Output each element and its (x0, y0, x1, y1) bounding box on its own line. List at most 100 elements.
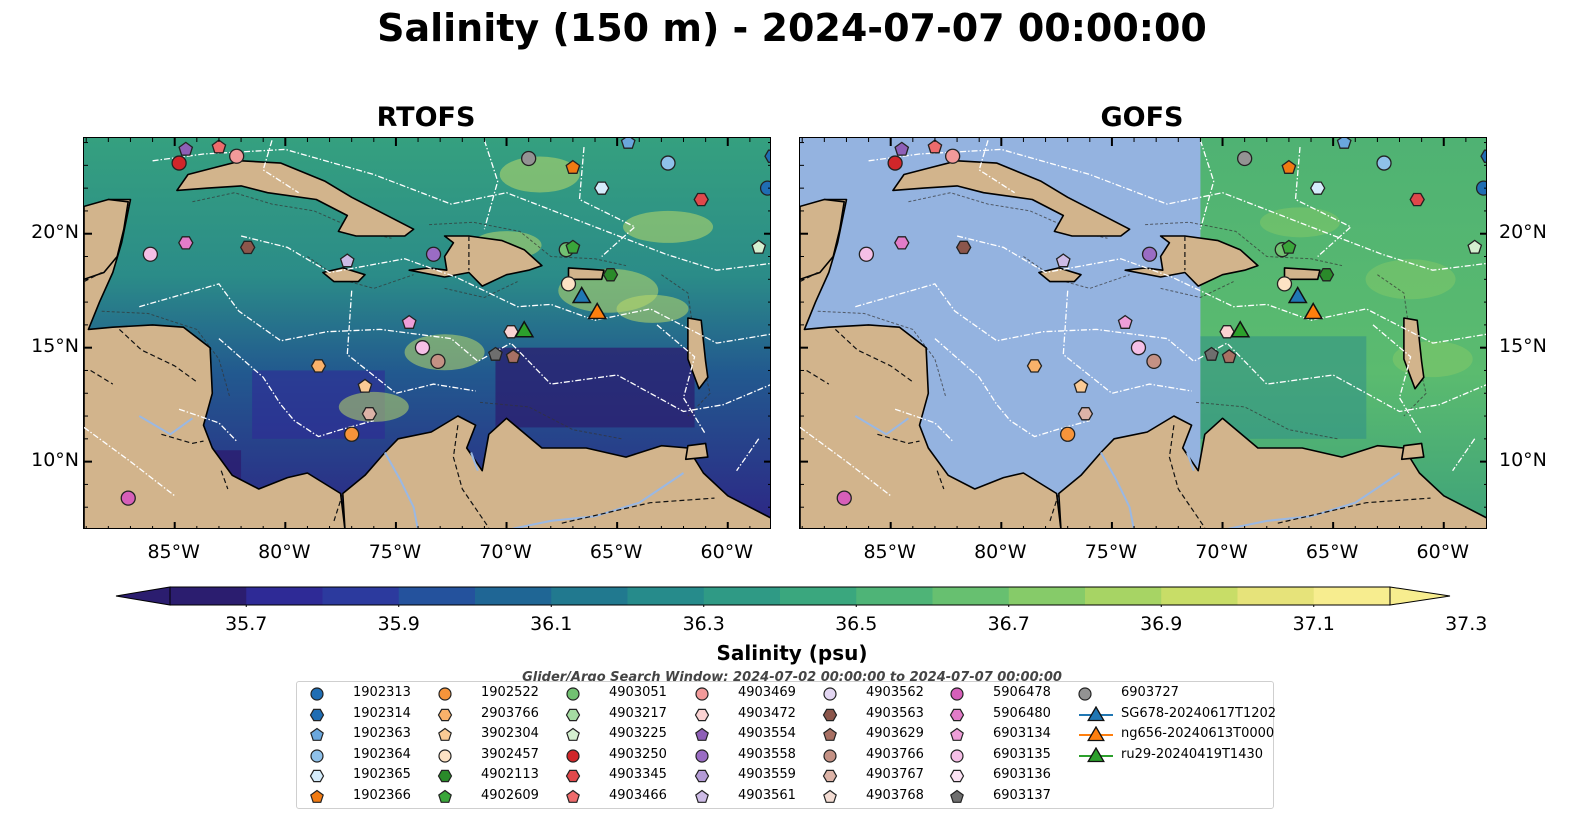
gofs-float-marker-27[interactable] (1221, 348, 1237, 364)
colorbar-segment (246, 587, 323, 605)
gofs-float-marker-22[interactable] (1117, 314, 1133, 329)
colorbar-tick-label: 36.1 (530, 613, 573, 635)
gofs-glider-marker-1[interactable] (1303, 301, 1324, 320)
colorbar-segment (1161, 587, 1238, 605)
rtofs-float-marker-14[interactable] (239, 240, 256, 255)
gofs-glider-marker-0[interactable] (1287, 285, 1308, 304)
gofs-float-marker-20[interactable] (1276, 276, 1293, 292)
rtofs-float-marker-25[interactable] (503, 325, 519, 339)
rtofs-float-marker-29[interactable] (357, 378, 373, 393)
rtofs-float-marker-13[interactable] (178, 236, 194, 250)
legend-label: 4903345 (609, 767, 667, 783)
rtofs-lon-label: 70°W (479, 541, 532, 563)
legend-label: 4903767 (866, 767, 924, 783)
rtofs-float-marker-11[interactable] (759, 180, 771, 196)
gofs-float-marker-23[interactable] (1130, 340, 1147, 356)
rtofs-float-marker-12[interactable] (142, 246, 159, 262)
gofs-float-marker-6[interactable] (1336, 138, 1352, 149)
rtofs-float-marker-18[interactable] (565, 239, 581, 254)
gofs-float-marker-5[interactable] (1281, 159, 1297, 174)
rtofs-float-marker-4[interactable] (521, 150, 537, 167)
legend-marker (566, 687, 580, 701)
rtofs-float-marker-0[interactable] (178, 141, 194, 156)
rtofs-float-marker-5[interactable] (565, 159, 581, 174)
colorbar-tick-label: 36.5 (835, 613, 878, 635)
gofs-float-marker-14[interactable] (955, 240, 972, 255)
rtofs-float-marker-21[interactable] (751, 239, 767, 254)
gofs-lon-label: 70°W (1195, 541, 1248, 563)
rtofs-float-marker-24[interactable] (430, 353, 446, 369)
rtofs-lon-label: 80°W (258, 541, 311, 563)
rtofs-float-marker-7[interactable] (660, 155, 676, 171)
legend-marker (310, 749, 324, 763)
rtofs-float-marker-15[interactable] (339, 253, 355, 268)
gofs-float-marker-16[interactable] (1141, 246, 1158, 262)
rtofs-float-marker-19[interactable] (602, 268, 619, 282)
gofs-float-marker-2[interactable] (887, 155, 903, 171)
rtofs-float-marker-8[interactable] (764, 149, 771, 163)
gofs-float-marker-0[interactable] (894, 141, 910, 156)
rtofs-float-marker-32[interactable] (120, 490, 136, 506)
gofs-float-marker-12[interactable] (858, 246, 875, 262)
rtofs-float-marker-31[interactable] (344, 426, 360, 442)
gofs-float-marker-15[interactable] (1055, 253, 1071, 268)
gofs-lat-label: 10°N (1499, 448, 1547, 471)
rtofs-float-marker-28[interactable] (310, 359, 327, 373)
gofs-float-marker-28[interactable] (1026, 359, 1043, 373)
gofs-lon-label: 80°W (974, 541, 1027, 563)
gofs-lon-label: 85°W (863, 541, 916, 563)
rtofs-float-marker-9[interactable] (593, 181, 610, 195)
gofs-float-marker-24[interactable] (1146, 353, 1162, 369)
legend-label: 4903559 (738, 767, 796, 783)
rtofs-float-marker-16[interactable] (425, 246, 442, 262)
gofs-float-marker-26[interactable] (1204, 346, 1219, 361)
gofs-float-marker-8[interactable] (1480, 149, 1487, 163)
legend-label: 4903558 (738, 746, 796, 762)
rtofs-glider-marker-1[interactable] (587, 301, 608, 320)
rtofs-map-panel[interactable] (83, 137, 771, 529)
legend-label: 4903466 (609, 788, 667, 803)
legend-label: 6903137 (993, 788, 1051, 803)
rtofs-glider-marker-2[interactable] (514, 320, 535, 338)
rtofs-float-marker-2[interactable] (171, 155, 187, 171)
rtofs-float-marker-22[interactable] (401, 314, 417, 329)
gofs-float-marker-21[interactable] (1467, 239, 1483, 254)
legend-marker (438, 687, 452, 701)
rtofs-float-marker-1[interactable] (211, 139, 227, 154)
gofs-lon-label: 60°W (1416, 541, 1469, 563)
colorbar-segment (1085, 587, 1162, 605)
gofs-float-marker-19[interactable] (1318, 268, 1335, 282)
gofs-float-marker-13[interactable] (894, 236, 910, 250)
rtofs-float-marker-30[interactable] (361, 407, 378, 421)
rtofs-float-marker-23[interactable] (414, 340, 431, 356)
gofs-map-panel[interactable] (799, 137, 1487, 529)
gofs-float-marker-10[interactable] (1409, 192, 1425, 207)
gofs-float-marker-7[interactable] (1376, 155, 1392, 171)
rtofs-float-marker-10[interactable] (693, 192, 709, 207)
legend-marker (694, 770, 710, 783)
legend-marker (565, 708, 581, 721)
gofs-float-marker-3[interactable] (944, 148, 961, 164)
gofs-float-marker-1[interactable] (927, 139, 943, 154)
gofs-float-marker-25[interactable] (1219, 325, 1235, 339)
gofs-float-marker-30[interactable] (1077, 407, 1094, 421)
gofs-glider-marker-2[interactable] (1230, 320, 1251, 338)
panel-title-gofs: GOFS (1100, 102, 1184, 133)
rtofs-float-marker-6[interactable] (620, 138, 636, 149)
gofs-lat-label: 20°N (1499, 220, 1547, 243)
rtofs-float-marker-27[interactable] (505, 348, 521, 364)
gofs-float-marker-32[interactable] (836, 490, 852, 506)
gofs-float-marker-11[interactable] (1475, 180, 1487, 196)
gofs-float-marker-9[interactable] (1309, 181, 1326, 195)
legend-marker (1079, 726, 1113, 742)
gofs-float-marker-4[interactable] (1237, 150, 1253, 167)
rtofs-float-marker-20[interactable] (560, 276, 577, 292)
gofs-float-marker-31[interactable] (1060, 426, 1076, 442)
gofs-float-marker-29[interactable] (1073, 378, 1089, 393)
rtofs-float-marker-3[interactable] (228, 148, 245, 164)
legend-marker (437, 708, 453, 721)
gofs-float-marker-18[interactable] (1281, 239, 1297, 254)
legend-label: 5906480 (993, 705, 1051, 721)
rtofs-glider-marker-0[interactable] (571, 285, 592, 304)
rtofs-float-marker-26[interactable] (488, 346, 503, 361)
